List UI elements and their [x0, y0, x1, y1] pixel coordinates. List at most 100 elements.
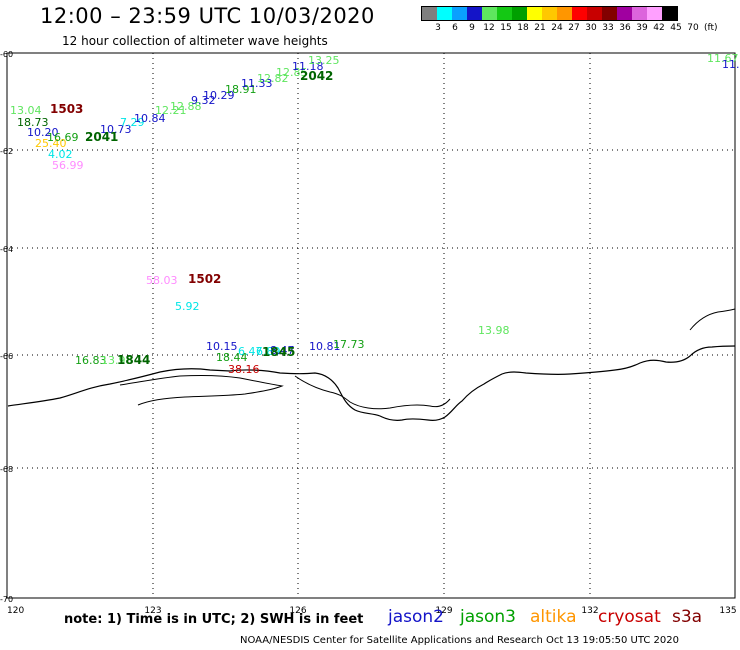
wave-height-reading: 16.69 — [47, 131, 79, 144]
map-frame — [6, 52, 736, 599]
scale-color-box — [647, 7, 662, 20]
wave-height-reading: 10.81 — [309, 340, 341, 353]
wave-height-reading: 10.84 — [134, 112, 166, 125]
wave-height-reading: 13.98 — [101, 354, 133, 367]
graticule — [7, 53, 735, 598]
longitude-tick-label: 129 — [435, 606, 452, 616]
scale-color-box — [662, 7, 677, 20]
page-title: 12:00 – 23:59 UTC 10/03/2020 — [40, 4, 375, 28]
scale-tick-label: 12 — [483, 23, 495, 33]
longitude-tick-label: 123 — [144, 606, 161, 616]
scale-unit-label: (ft) — [704, 23, 718, 33]
wave-height-reading: 10.29 — [203, 89, 235, 102]
scale-tick-label: 42 — [653, 23, 665, 33]
track-time-label: 1503 — [50, 102, 84, 116]
scale-tick-label: 3 — [435, 23, 441, 33]
wave-height-reading: 17.73 — [333, 338, 365, 351]
longitude-tick-label: 132 — [581, 606, 598, 616]
wave-height-reading: 12.85 — [276, 66, 308, 79]
wave-height-reading: 12.88 — [170, 100, 202, 113]
scale-tick-label: 21 — [534, 23, 546, 33]
wave-height-reading: 16.83 — [75, 354, 107, 367]
scale-color-box — [542, 7, 557, 20]
wave-height-reading: 6.89 — [256, 345, 281, 358]
wave-height-reading: 13.25 — [308, 54, 340, 67]
track-time-label: 1845 — [262, 345, 296, 359]
scale-color-box — [602, 7, 617, 20]
scale-tick-label: 45 — [670, 23, 682, 33]
wave-height-reading: 56.99 — [52, 159, 84, 172]
wave-height-reading: 12.82 — [257, 72, 289, 85]
scale-color-box — [482, 7, 497, 20]
longitude-tick-label: 126 — [289, 606, 306, 616]
axis-labels: 120 123 126 129 132 135 -60 -62 -64 -66 -68 -70 — [0, 50, 737, 616]
ice-shelf-outline-center — [294, 375, 451, 410]
wave-height-reading: 10.20 — [27, 126, 59, 139]
scale-color-box — [512, 7, 527, 20]
latitude-tick-label: -70 — [0, 595, 13, 604]
legend-jason2: jason2 — [388, 607, 444, 627]
scale-tick-label: 30 — [585, 23, 597, 33]
scale-color-box — [632, 7, 647, 20]
scale-tick-label: 9 — [469, 23, 475, 33]
wave-height-reading: 9.32 — [191, 94, 216, 107]
scale-tick-label: 27 — [568, 23, 580, 33]
wave-height-reading: 8.47 — [270, 344, 295, 357]
scale-tick-label: 70 — [687, 23, 699, 33]
scale-color-box — [497, 7, 512, 20]
latitude-tick-label: -62 — [0, 147, 13, 156]
scale-color-box — [587, 7, 602, 20]
wave-height-reading: 11.67 — [707, 52, 739, 65]
ice-shelf-outline-right — [689, 308, 736, 331]
scale-color-box — [467, 7, 482, 20]
track-time-label: 1844 — [117, 353, 151, 367]
latitude-tick-label: -64 — [0, 245, 13, 254]
page-subtitle: 12 hour collection of altimeter wave hei… — [62, 34, 328, 48]
credit-line: NOAA/NESDIS Center for Satellite Applica… — [240, 635, 679, 646]
scale-color-boxes — [421, 6, 678, 21]
track-time-label: 1502 — [188, 272, 222, 286]
scale-tick-label: 15 — [500, 23, 512, 33]
scale-tick-label: 6 — [452, 23, 458, 33]
footnote: note: 1) Time is in UTC; 2) SWH is in fe… — [64, 612, 364, 627]
latitude-tick-label: -68 — [0, 465, 13, 474]
scale-tick-label: 24 — [551, 23, 563, 33]
wave-height-reading: 12.21 — [155, 104, 187, 117]
wave-height-reading: 58.03 — [146, 274, 178, 287]
wave-height-reading: 7.29 — [120, 116, 145, 129]
scale-tick-label: 39 — [636, 23, 648, 33]
wave-height-reading: 18.44 — [216, 351, 248, 364]
scale-tick-label: 36 — [619, 23, 631, 33]
track-time-label: 2042 — [300, 69, 334, 83]
wave-height-reading: 13.98 — [478, 324, 510, 337]
antarctic-coastline — [7, 345, 736, 421]
wave-height-reading: 11.33 — [241, 77, 273, 90]
wave-height-reading: 5.92 — [175, 300, 200, 313]
wave-height-reading: 18.91 — [225, 83, 257, 96]
ice-shelf-outline-left — [119, 374, 284, 406]
scale-tick-label: 18 — [517, 23, 529, 33]
scale-color-box — [527, 7, 542, 20]
wave-height-reading: 10.73 — [100, 123, 132, 136]
scale-color-box — [572, 7, 587, 20]
scale-color-box — [422, 7, 437, 20]
track-time-label: 2041 — [85, 130, 119, 144]
scale-color-box — [557, 7, 572, 20]
scale-color-box — [452, 7, 467, 20]
scale-labels: (ft) 3 6 9 12 15 18 21 24 27 30 33 36 39 42 45 70 — [421, 21, 717, 33]
scale-color-box — [437, 7, 452, 20]
wave-height-reading: 18.73 — [17, 116, 49, 129]
wave-height-reading: 6.47 — [238, 345, 263, 358]
wave-height-reading: 13.04 — [10, 104, 42, 117]
legend-s3a: s3a — [672, 607, 703, 627]
wave-height-reading: 11.18 — [292, 60, 324, 73]
longitude-tick-label: 120 — [7, 606, 24, 616]
wave-height-reading: 4.02 — [48, 148, 73, 161]
scale-color-box — [617, 7, 632, 20]
legend-altika: altika — [530, 607, 577, 627]
legend-cryosat: cryosat — [598, 607, 661, 627]
latitude-tick-label: -66 — [0, 352, 13, 361]
wave-height-reading: 11.1 — [722, 58, 740, 71]
scale-tick-label: 33 — [602, 23, 614, 33]
